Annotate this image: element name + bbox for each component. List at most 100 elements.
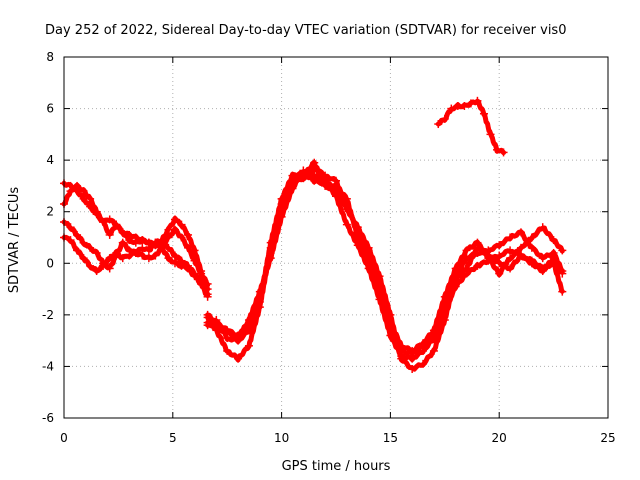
point-track-4-1: [66, 236, 75, 245]
point-track-3-13: [144, 254, 153, 263]
point-track-3-12: [138, 251, 147, 260]
point-track-3-18: [177, 233, 186, 242]
point-track-8-0: [203, 321, 212, 330]
point-track-7-24: [462, 246, 471, 255]
point-track-4-16: [164, 254, 173, 263]
point-track-2-19: [184, 230, 193, 239]
point-track-9-4: [460, 101, 469, 110]
point-track-2-10: [125, 230, 134, 239]
point-track-7-29: [516, 243, 525, 252]
point-track-5-27: [495, 241, 504, 250]
point-track-2-18: [177, 220, 186, 229]
point-track-8-17: [386, 310, 395, 319]
point-track-7-19: [408, 346, 417, 355]
point-track-4-8: [112, 248, 121, 257]
point-track-8-33: [558, 269, 567, 278]
series-track-7: [205, 165, 565, 363]
point-track-8-7: [277, 207, 286, 216]
y-tick-label-2: 2: [46, 205, 54, 219]
point-track-4-22: [203, 292, 212, 301]
point-track-8-24: [462, 264, 471, 273]
series-track-4: [61, 234, 211, 299]
point-track-3-17: [170, 225, 179, 234]
point-track-4-11: [131, 248, 140, 257]
point-track-9-1: [440, 114, 449, 123]
x-axis-label: GPS time / hours: [282, 459, 391, 474]
point-track-3-9: [118, 238, 127, 247]
point-track-7-28: [506, 254, 515, 263]
point-track-8-11: [321, 181, 330, 190]
point-track-8-14: [353, 223, 362, 232]
point-track-8-9: [299, 171, 308, 180]
point-track-9-8: [486, 130, 495, 139]
point-track-8-15: [364, 243, 373, 252]
point-track-6-15: [364, 264, 373, 273]
point-track-8-22: [440, 316, 449, 325]
point-track-3-3: [79, 238, 88, 247]
point-track-8-27: [495, 259, 504, 268]
point-track-4-17: [170, 259, 179, 268]
point-track-4-20: [190, 272, 199, 281]
point-track-7-20: [419, 339, 428, 348]
x-tick-label-0: 0: [60, 431, 68, 445]
point-track-2-11: [131, 233, 140, 242]
x-tick-label-25: 25: [600, 431, 615, 445]
point-track-4-2: [73, 246, 82, 255]
point-track-9-10: [499, 148, 508, 157]
point-track-8-4: [244, 326, 253, 335]
point-track-3-7: [105, 264, 114, 273]
point-track-4-21: [197, 279, 206, 288]
point-track-7-3: [234, 354, 243, 363]
point-track-8-8: [288, 176, 297, 185]
point-track-7-27: [495, 269, 504, 278]
point-track-6-28: [506, 246, 515, 255]
point-track-6-19: [408, 354, 417, 363]
point-track-8-25: [473, 243, 482, 252]
point-track-8-5: [255, 292, 264, 301]
point-track-8-29: [516, 251, 525, 260]
y-axis-label: SDTVAR / TECUs: [7, 187, 22, 294]
point-track-7-32: [549, 236, 558, 245]
plot-frame: [63, 56, 609, 419]
point-track-7-1: [212, 326, 221, 335]
point-track-8-16: [375, 272, 384, 281]
point-track-5-30: [527, 243, 536, 252]
point-track-3-21: [197, 269, 206, 278]
point-track-8-2: [223, 334, 232, 343]
point-track-8-32: [549, 254, 558, 263]
series-track-8: [205, 159, 565, 372]
point-track-4-13: [144, 246, 153, 255]
point-track-7-23: [451, 264, 460, 273]
point-track-7-30: [527, 233, 536, 242]
point-track-8-10: [310, 158, 319, 167]
point-track-3-1: [66, 223, 75, 232]
series-track-6: [205, 169, 565, 363]
point-track-6-14: [353, 241, 362, 250]
point-track-1-17: [170, 251, 179, 260]
point-track-7-0: [203, 313, 212, 322]
data-series: [60, 96, 567, 374]
point-track-2-5: [92, 210, 101, 219]
point-track-9-0: [434, 120, 443, 129]
axis-ticks: 0 5 10 15 20 25 -6 -4 -2 0 2 4 6 8: [42, 50, 616, 445]
chart-title: Day 252 of 2022, Sidereal Day-to-day VTE…: [45, 23, 566, 38]
point-track-6-27: [495, 251, 504, 260]
point-track-7-4: [244, 341, 253, 350]
y-tick-label--2: -2: [42, 308, 54, 322]
point-track-7-2: [223, 346, 232, 355]
point-track-8-1: [212, 316, 221, 325]
point-track-3-14: [151, 251, 160, 260]
point-track-9-7: [479, 109, 488, 118]
point-track-7-12: [332, 176, 340, 185]
point-track-6-20: [419, 346, 428, 355]
grid-lines: [64, 57, 608, 418]
point-track-4-12: [138, 243, 147, 252]
point-track-6-33: [558, 287, 567, 296]
point-track-3-5: [92, 248, 101, 257]
point-track-6-10: [310, 171, 319, 180]
point-track-3-2: [73, 230, 82, 239]
point-track-9-5: [466, 99, 475, 108]
point-track-6-13: [342, 220, 351, 229]
x-tick-label-10: 10: [274, 431, 289, 445]
